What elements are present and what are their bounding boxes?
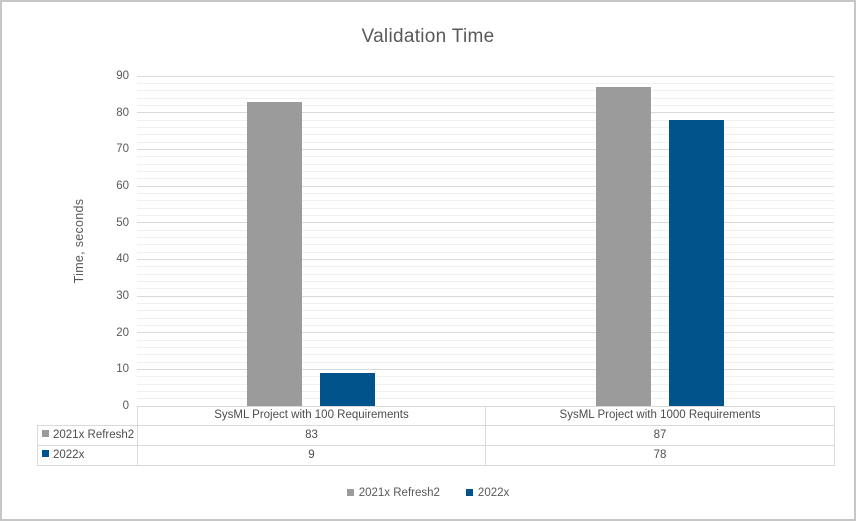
y-gridline-minor bbox=[137, 97, 834, 99]
chart-data-table: SysML Project with 100 Requirements SysML… bbox=[37, 406, 835, 466]
y-gridline-minor bbox=[137, 192, 834, 194]
table-value-cell: 9 bbox=[137, 445, 486, 466]
y-axis-tick-labels: 0 10 20 30 40 50 60 70 80 90 bbox=[2, 2, 129, 519]
y-gridline-minor bbox=[137, 119, 834, 121]
y-gridline-minor bbox=[137, 163, 834, 165]
chart-title: Validation Time bbox=[361, 26, 495, 47]
legend-item: 2021x Refresh2 bbox=[346, 487, 440, 499]
y-tick-label: 40 bbox=[116, 253, 129, 266]
series-swatch-icon bbox=[42, 430, 49, 438]
bar-series1-cat1 bbox=[668, 120, 724, 406]
y-gridline-minor bbox=[137, 324, 834, 326]
y-gridline-minor bbox=[137, 178, 834, 180]
y-gridline-major bbox=[137, 75, 834, 77]
y-gridline-minor bbox=[137, 317, 834, 319]
y-tick-label: 90 bbox=[116, 70, 129, 82]
table-row: 2021x Refresh2 83 87 bbox=[37, 425, 835, 446]
y-gridline-minor bbox=[137, 398, 834, 400]
table-value-cell: 78 bbox=[485, 445, 835, 466]
y-gridline-major bbox=[137, 185, 834, 187]
table-value-cell: 83 bbox=[137, 425, 486, 446]
y-gridline-minor bbox=[137, 170, 834, 172]
y-gridline-minor bbox=[137, 288, 834, 290]
y-gridline-minor bbox=[137, 280, 834, 282]
plot-area bbox=[137, 75, 834, 406]
bar-series0-cat0 bbox=[247, 101, 303, 406]
table-blank-cell bbox=[38, 407, 138, 426]
y-gridline-minor bbox=[137, 156, 834, 158]
table-category-header: SysML Project with 1000 Requirements bbox=[485, 406, 835, 426]
table-row: 2022x 9 78 bbox=[37, 445, 835, 466]
y-gridline-minor bbox=[137, 266, 834, 268]
y-gridline-major bbox=[137, 332, 834, 334]
legend-swatch-icon bbox=[346, 488, 354, 496]
y-tick-label: 0 bbox=[122, 400, 129, 412]
chart-legend: 2021x Refresh2 2022x bbox=[2, 487, 854, 499]
y-gridline-major bbox=[137, 368, 834, 370]
y-gridline-minor bbox=[137, 376, 834, 378]
legend-item: 2022x bbox=[465, 487, 510, 499]
y-gridline-minor bbox=[137, 126, 834, 128]
y-gridline-minor bbox=[137, 302, 834, 304]
y-gridline-major bbox=[137, 258, 834, 260]
y-gridline-minor bbox=[137, 346, 834, 348]
y-gridline-minor bbox=[137, 207, 834, 209]
y-gridline-minor bbox=[137, 104, 834, 106]
legend-swatch-icon bbox=[465, 488, 473, 496]
y-gridline-major bbox=[137, 222, 834, 224]
y-tick-label: 10 bbox=[116, 363, 129, 376]
y-gridline-minor bbox=[137, 229, 834, 231]
y-gridline-minor bbox=[137, 383, 834, 385]
y-gridline-minor bbox=[137, 82, 834, 84]
y-gridline-minor bbox=[137, 244, 834, 246]
y-gridline-minor bbox=[137, 200, 834, 202]
y-tick-label: 20 bbox=[116, 326, 129, 339]
y-gridline-minor bbox=[137, 339, 834, 341]
bar-series1-cat0 bbox=[320, 373, 376, 406]
y-gridline-minor bbox=[137, 214, 834, 216]
y-gridline-minor bbox=[137, 361, 834, 363]
table-legend-key: 2021x Refresh2 bbox=[37, 425, 138, 446]
y-tick-label: 70 bbox=[116, 143, 129, 156]
legend-label: 2022x bbox=[477, 487, 510, 499]
y-gridline-minor bbox=[137, 90, 834, 92]
bar-series0-cat1 bbox=[595, 87, 651, 406]
y-gridline-major bbox=[137, 295, 834, 297]
table-value-cell: 87 bbox=[485, 425, 835, 446]
y-gridline-minor bbox=[137, 273, 834, 275]
legend-label: 2021x Refresh2 bbox=[358, 487, 440, 499]
y-tick-label: 60 bbox=[116, 180, 129, 192]
y-gridline-minor bbox=[137, 310, 834, 312]
table-legend-key: 2022x bbox=[37, 445, 138, 466]
y-gridline-major bbox=[137, 148, 834, 150]
y-gridline-major bbox=[137, 112, 834, 114]
y-tick-label: 80 bbox=[116, 106, 129, 119]
y-gridline-minor bbox=[137, 236, 834, 238]
y-tick-label: 30 bbox=[116, 290, 129, 302]
series-swatch-icon bbox=[42, 450, 49, 458]
y-gridline-minor bbox=[137, 251, 834, 253]
y-gridline-minor bbox=[137, 390, 834, 392]
table-category-header: SysML Project with 100 Requirements bbox=[137, 406, 486, 426]
y-gridline-minor bbox=[137, 134, 834, 136]
y-gridline-minor bbox=[137, 354, 834, 356]
y-tick-label: 50 bbox=[116, 216, 129, 229]
y-gridline-minor bbox=[137, 141, 834, 143]
